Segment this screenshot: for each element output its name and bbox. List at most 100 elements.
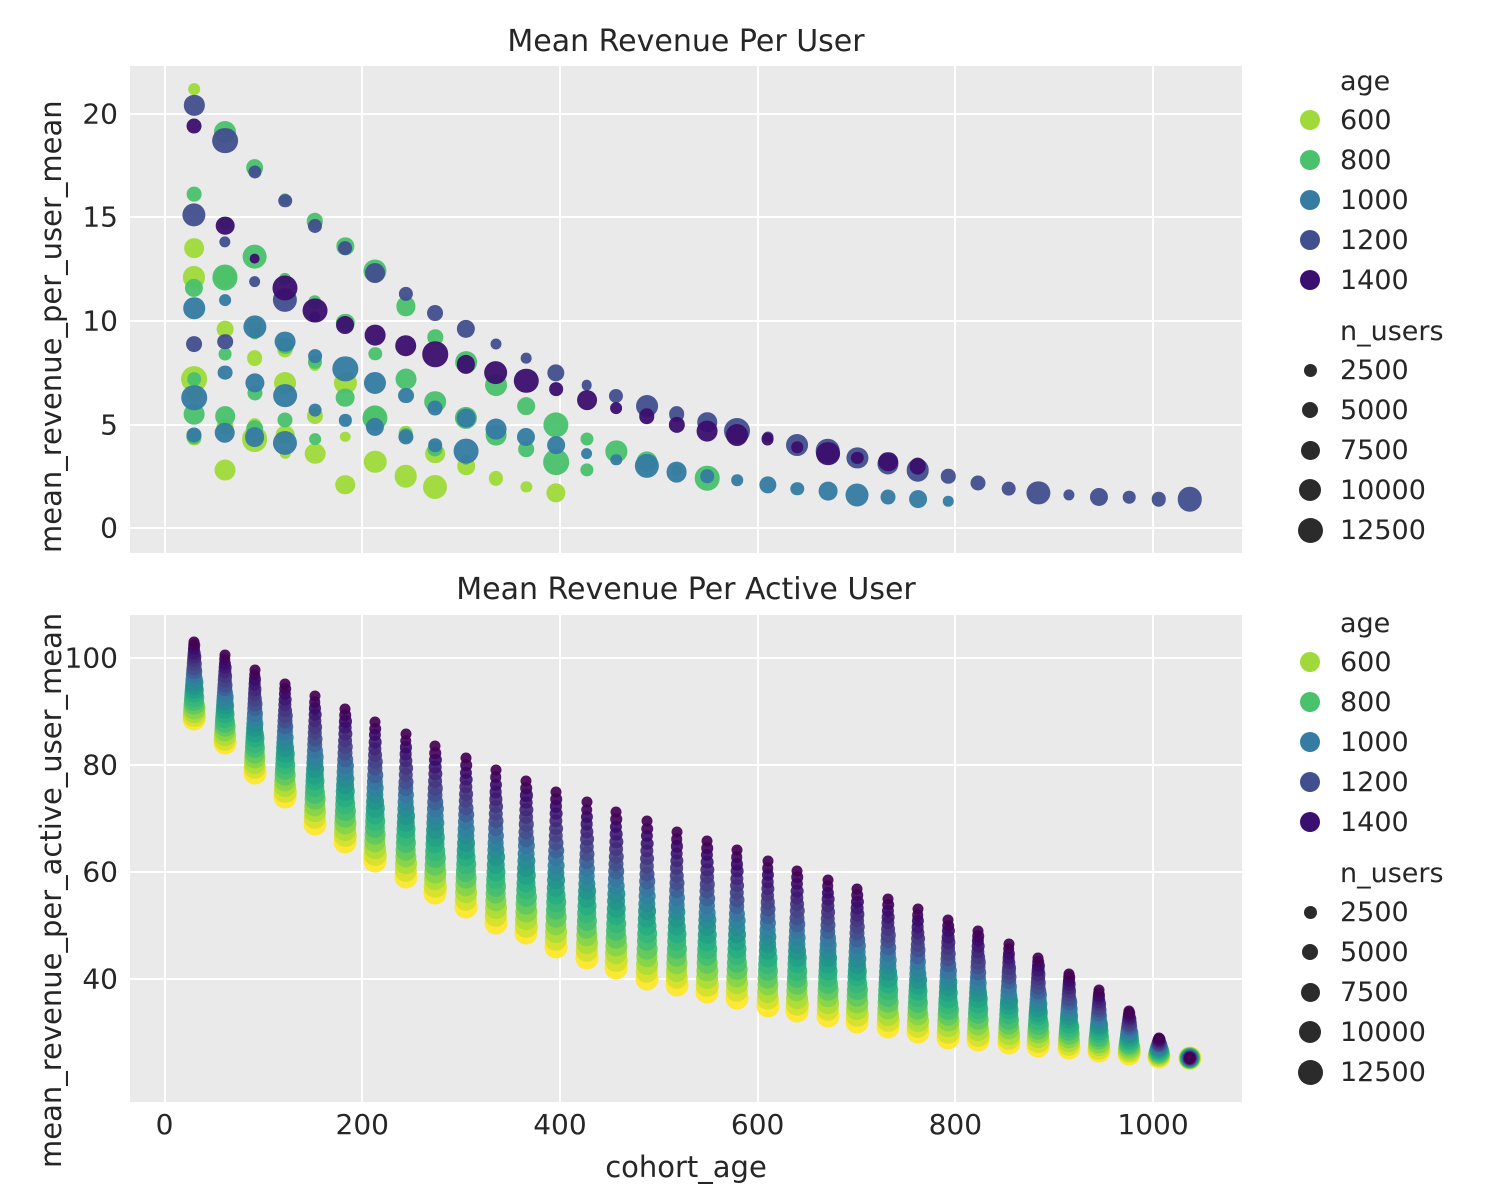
legend-marker-icon	[1285, 110, 1335, 130]
scatter-point	[1089, 488, 1108, 507]
legend-bottom-size-entries: 2500 5000 7500 10000 12500	[1285, 892, 1444, 1092]
scatter-point	[882, 898, 894, 911]
scatter-point	[429, 740, 441, 752]
legend-entry-age-1200[interactable]: 1200	[1285, 220, 1444, 260]
scatter-point	[218, 347, 232, 361]
gridline-horizontal	[130, 527, 1242, 530]
scatter-point	[1123, 490, 1136, 504]
scatter-point	[1123, 1005, 1135, 1017]
scatter-point	[214, 459, 236, 481]
legend-entry-age-1400[interactable]: 1400	[1285, 260, 1444, 300]
scatter-point	[822, 874, 834, 886]
scatter-point	[790, 482, 804, 496]
scatter-point	[700, 469, 715, 484]
scatter-point	[184, 238, 205, 259]
gridline-horizontal	[130, 112, 1242, 115]
scatter-point	[186, 335, 203, 352]
scatter-point	[1184, 1052, 1196, 1064]
scatter-point	[212, 264, 238, 290]
legend-top-spacer	[1285, 300, 1444, 316]
scatter-point	[214, 422, 236, 444]
legend-entry-nusers-2500[interactable]: 2500	[1285, 350, 1444, 390]
legend-marker-icon	[1285, 652, 1335, 672]
scatter-point	[731, 851, 743, 864]
legend-entry-nusers-12500[interactable]: 12500	[1285, 1052, 1444, 1092]
scatter-point	[668, 416, 685, 433]
legend-top-size-entries: 2500 5000 7500 10000 12500	[1285, 350, 1444, 550]
x-axis-tick-label: 0	[155, 1108, 174, 1141]
legend-entry-age-1200[interactable]: 1200	[1285, 762, 1444, 802]
scatter-point	[363, 450, 387, 474]
scatter-point	[610, 813, 623, 826]
scatter-point	[244, 373, 265, 393]
legend-entry-label: 12500	[1340, 514, 1426, 546]
scatter-point	[185, 278, 204, 297]
legend-entry-age-1000[interactable]: 1000	[1285, 180, 1444, 220]
scatter-point	[1151, 491, 1167, 507]
scatter-point	[547, 364, 565, 382]
x-axis-tick-label: 400	[533, 1108, 587, 1141]
scatter-point	[846, 483, 869, 507]
scatter-point	[520, 782, 533, 794]
legend-entry-age-600[interactable]: 600	[1285, 642, 1444, 682]
legend-marker-icon	[1285, 440, 1335, 460]
legend-entry-age-800[interactable]: 800	[1285, 140, 1444, 180]
scatter-point	[277, 412, 293, 428]
gridline-vertical	[954, 66, 957, 553]
legend-top-color-title: age	[1340, 66, 1391, 97]
legend-entry-label: 5000	[1340, 394, 1409, 426]
gridline-vertical	[1152, 615, 1155, 1102]
gridline-horizontal	[130, 216, 1242, 219]
scatter-point	[490, 764, 502, 776]
scatter-point	[761, 432, 775, 446]
legend-entry-label: 10000	[1340, 1016, 1426, 1048]
scatter-point	[244, 427, 265, 447]
legend-entry-label: 600	[1340, 104, 1392, 136]
scatter-point	[731, 844, 743, 856]
scatter-point	[249, 664, 261, 676]
legend-entry-label: 1400	[1340, 806, 1409, 838]
legend-entry-label: 7500	[1340, 976, 1409, 1008]
scatter-point	[696, 420, 718, 442]
panel-top-title: Mean Revenue Per User	[507, 24, 865, 59]
legend-bottom-size-title: n_users	[1340, 858, 1444, 889]
legend-entry-nusers-7500[interactable]: 7500	[1285, 430, 1444, 470]
scatter-point	[217, 333, 233, 350]
legend-entry-label: 800	[1340, 144, 1392, 176]
legend-entry-label: 600	[1340, 646, 1392, 678]
scatter-point	[429, 747, 442, 759]
legend-bottom-spacer	[1285, 842, 1444, 858]
scatter-point	[550, 793, 562, 805]
legend-marker-icon	[1285, 732, 1335, 752]
legend-entry-age-1000[interactable]: 1000	[1285, 722, 1444, 762]
scatter-point	[639, 408, 655, 424]
scatter-point	[581, 796, 593, 808]
legend-entry-nusers-5000[interactable]: 5000	[1285, 390, 1444, 430]
legend-entry-nusers-7500[interactable]: 7500	[1285, 972, 1444, 1012]
legend-marker-icon	[1285, 363, 1335, 377]
legend-entry-age-800[interactable]: 800	[1285, 682, 1444, 722]
scatter-point	[520, 775, 532, 787]
gridline-vertical	[163, 615, 166, 1102]
legend-entry-nusers-12500[interactable]: 12500	[1285, 510, 1444, 550]
scatter-point	[641, 815, 653, 827]
legend-marker-icon	[1285, 812, 1335, 832]
scatter-point	[580, 447, 593, 460]
legend-entry-nusers-5000[interactable]: 5000	[1285, 932, 1444, 972]
legend-entry-nusers-10000[interactable]: 10000	[1285, 1012, 1444, 1052]
legend-entry-age-600[interactable]: 600	[1285, 100, 1444, 140]
legend-entry-nusers-2500[interactable]: 2500	[1285, 892, 1444, 932]
scatter-point	[427, 304, 444, 321]
scatter-point	[909, 457, 927, 475]
legend-entry-nusers-10000[interactable]: 10000	[1285, 470, 1444, 510]
gridline-horizontal	[130, 423, 1242, 426]
scatter-point	[273, 383, 298, 408]
legend-entry-age-1400[interactable]: 1400	[1285, 802, 1444, 842]
scatter-point	[485, 418, 507, 440]
scatter-point	[273, 431, 298, 456]
scatter-point	[818, 481, 838, 501]
x-axis-tick-label: 1000	[1117, 1108, 1189, 1141]
scatter-point	[609, 388, 624, 403]
legend-marker-icon	[1285, 517, 1335, 543]
scatter-point	[1003, 938, 1015, 950]
